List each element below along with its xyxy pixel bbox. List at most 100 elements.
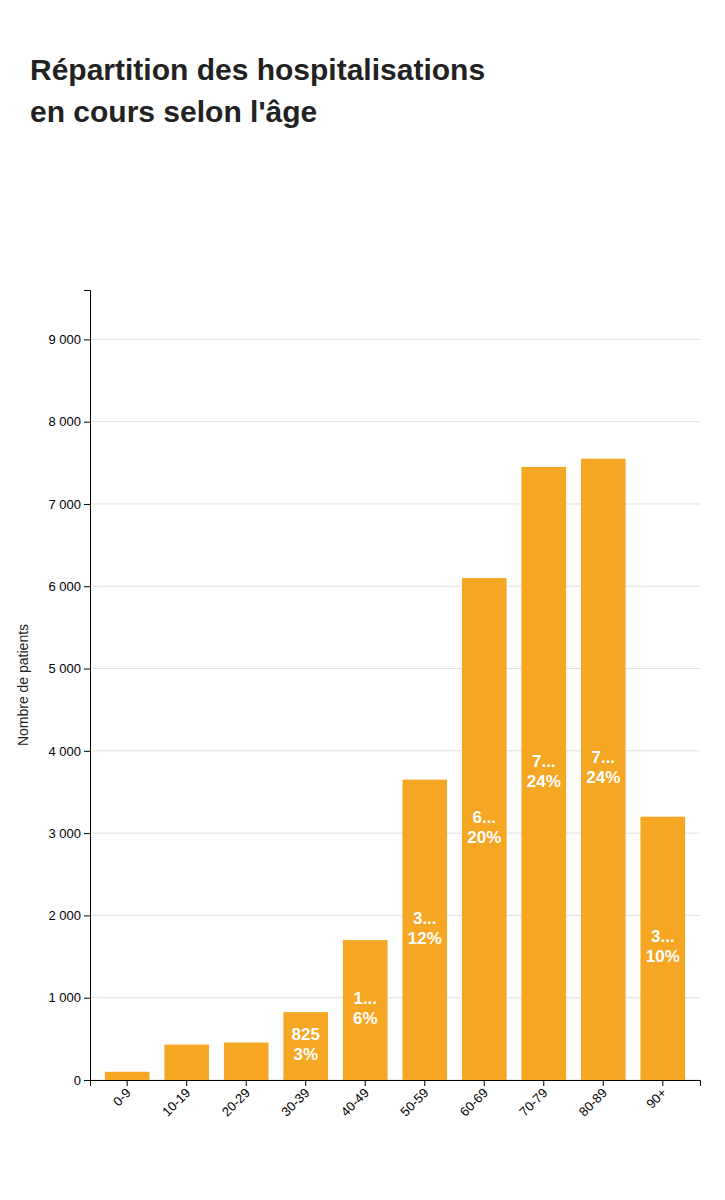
annotation: 3...10% (646, 928, 680, 967)
y-tick-mark (84, 422, 90, 423)
annotation-line: 3... (651, 928, 675, 947)
x-tick-label: 90+ (643, 1085, 669, 1111)
chart: Répartition des hospitalisations en cours… (0, 0, 725, 1200)
bar (343, 940, 388, 1080)
y-axis: 0 1 000 2 000 3 000 4 000 5 000 6 000 7 000 8 00… (48, 291, 90, 1088)
bar (164, 1045, 209, 1080)
y-tick-mark (84, 915, 90, 916)
y-tick-mark (84, 1080, 90, 1081)
x-tick-mark (543, 1080, 544, 1086)
x-tick-mark (365, 1080, 366, 1086)
y-tick: 8 000 (48, 414, 90, 429)
annotation-line: 3% (293, 1046, 318, 1065)
y-tick: 7 000 (48, 497, 90, 512)
annotation: 7...24% (527, 753, 561, 792)
x-tick-label: 40-49 (338, 1085, 372, 1119)
y-tick: 3 000 (48, 826, 90, 841)
bar (224, 1043, 269, 1080)
y-tick: 2 000 (48, 908, 90, 923)
grid (90, 339, 700, 1080)
bar (105, 1072, 150, 1080)
y-tick-label: 7 000 (48, 497, 81, 512)
y-tick: 9 000 (48, 332, 90, 347)
y-tick-label: 5 000 (48, 661, 81, 676)
annotation-line: 12% (408, 929, 442, 948)
annotation: 6...20% (467, 808, 501, 847)
title: Répartition des hospitalisations (30, 53, 485, 86)
grid-line (90, 421, 700, 422)
subtitle: en cours selon l'âge (30, 95, 317, 128)
y-tick-label: 6 000 (48, 579, 81, 594)
x-axis: 0-9 10-19 20-29 30-39 40-49 50-59 60-69 70-79 80… (91, 1080, 701, 1119)
y-tick: 4 000 (48, 743, 90, 758)
y-axis-title: Nombre de patients (15, 624, 31, 746)
x-tick-label: 10-19 (159, 1085, 193, 1119)
y-tick-mark (84, 504, 90, 505)
x-tick-mark (484, 1080, 485, 1086)
y-tick-label: 8 000 (48, 414, 81, 429)
y-tick-mark (84, 339, 90, 340)
bar (283, 1012, 328, 1080)
x-tick: 80-89 (576, 1080, 610, 1119)
x-tick-label: 70-79 (516, 1085, 550, 1119)
y-tick: 5 000 (48, 661, 90, 676)
bars (105, 459, 685, 1080)
y-tick-mark (84, 751, 90, 752)
y-tick-mark (84, 998, 90, 999)
y-tick-mark (84, 833, 90, 834)
y-tick-mark (84, 669, 90, 670)
x-tick: 90+ (643, 1080, 669, 1111)
annotation-line: 7... (532, 753, 556, 772)
x-tick-label: 50-59 (397, 1085, 431, 1119)
x-tick-mark (246, 1080, 247, 1086)
bar (462, 578, 507, 1080)
x-tick-label: 60-69 (457, 1085, 491, 1119)
y-tick-label: 2 000 (48, 908, 81, 923)
y-tick: 0 (74, 1073, 90, 1088)
x-tick: 30-39 (278, 1080, 312, 1119)
bar (521, 467, 566, 1080)
bar (402, 780, 447, 1080)
annotation-line: 3... (413, 909, 437, 928)
x-tick: 10-19 (159, 1080, 193, 1119)
y-axis-line (84, 291, 91, 1081)
x-tick-label: 0-9 (110, 1085, 134, 1109)
x-tick-label: 80-89 (576, 1085, 610, 1119)
x-tick-mark (305, 1080, 306, 1086)
x-tick-mark (603, 1080, 604, 1086)
y-tick: 1 000 (48, 990, 90, 1005)
annotation-line: 24% (527, 773, 561, 792)
annotation: 8253% (292, 1026, 320, 1065)
x-tick: 20-29 (219, 1080, 253, 1119)
annotation-line: 24% (586, 769, 620, 788)
x-tick: 50-59 (397, 1080, 431, 1119)
grid-line (90, 339, 700, 340)
annotation-line: 7... (591, 749, 615, 768)
x-tick: 70-79 (516, 1080, 550, 1119)
x-tick: 0-9 (110, 1080, 134, 1109)
annotations: 8253%1...6%3...12%6...20%7...24%7...24%3… (292, 749, 680, 1065)
y-tick-label: 4 000 (48, 743, 81, 758)
bar (581, 459, 626, 1080)
y-tick-label: 9 000 (48, 332, 81, 347)
x-tick-mark (127, 1080, 128, 1086)
plot: 0 1 000 2 000 3 000 4 000 5 000 6 000 7 000 8 00… (15, 291, 701, 1120)
y-tick: 6 000 (48, 579, 90, 594)
x-tick-mark (186, 1080, 187, 1086)
y-tick-label: 0 (74, 1073, 81, 1088)
x-tick: 60-69 (457, 1080, 491, 1119)
annotation: 3...12% (408, 909, 442, 948)
y-tick-label: 1 000 (48, 990, 81, 1005)
annotation-line: 6... (472, 808, 496, 827)
x-tick-mark (662, 1080, 663, 1086)
annotation: 7...24% (586, 749, 620, 788)
annotation-line: 1... (353, 990, 377, 1009)
y-tick-label: 3 000 (48, 826, 81, 841)
x-tick-label: 20-29 (219, 1085, 253, 1119)
annotation-line: 825 (292, 1026, 320, 1045)
x-tick: 40-49 (338, 1080, 372, 1119)
x-tick-label: 30-39 (278, 1085, 312, 1119)
annotation-line: 6% (353, 1010, 378, 1029)
annotation: 1...6% (353, 990, 378, 1029)
x-tick-mark (424, 1080, 425, 1086)
